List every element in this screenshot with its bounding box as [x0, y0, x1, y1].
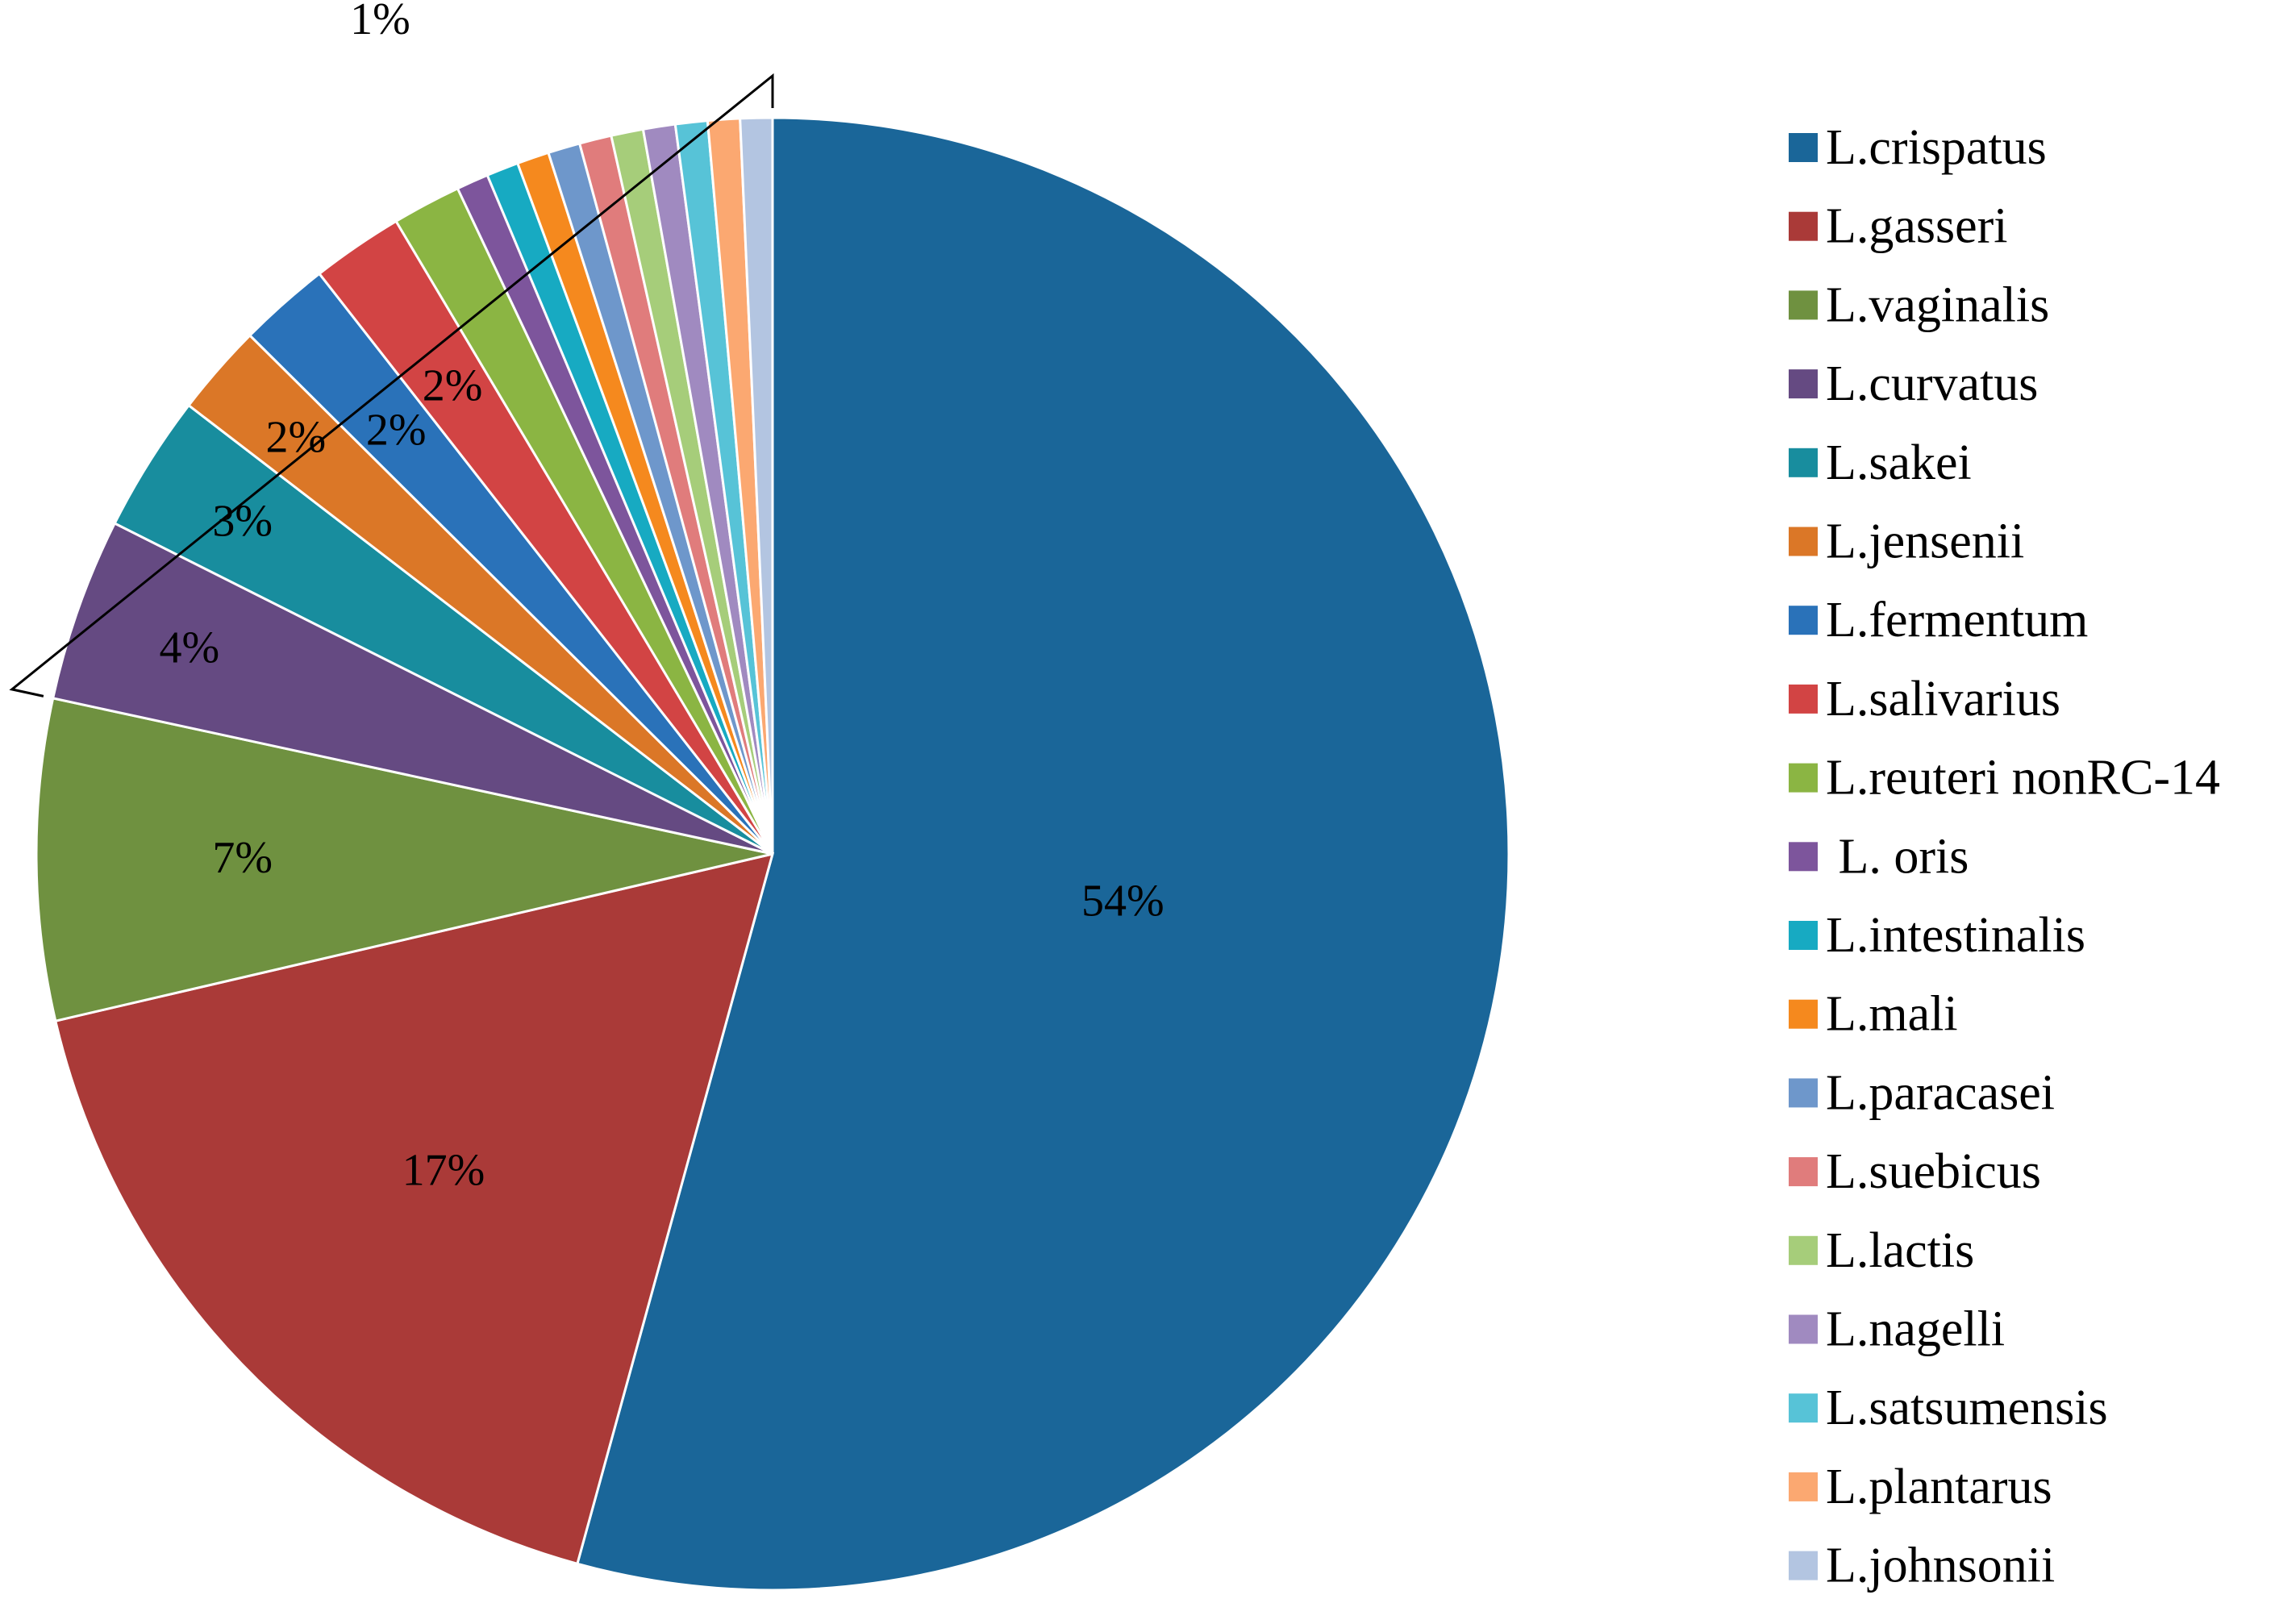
legend-item: L.plantarus [1789, 1460, 2052, 1514]
legend-item: L.paracasei [1789, 1065, 2055, 1120]
legend-swatch [1789, 921, 1818, 950]
legend-label: L.nagelli [1826, 1302, 2005, 1357]
legend-swatch [1789, 211, 1818, 241]
legend-label: L.johnsonii [1826, 1539, 2055, 1593]
legend-label: L.mali [1826, 987, 1958, 1042]
slice-label: 2% [423, 361, 483, 411]
legend-label: L.fermentum [1826, 593, 2088, 648]
legend-item: L.nagelli [1789, 1302, 2005, 1357]
legend-label: L.intestinalis [1826, 908, 2085, 963]
legend-swatch [1789, 999, 1818, 1029]
legend-item: L.jensenii [1789, 514, 2024, 569]
slice-label: 17% [402, 1145, 485, 1195]
pie-slice [51, 521, 773, 856]
slice-label: 7% [212, 833, 273, 883]
legend-swatch [1789, 1314, 1818, 1344]
bracket-line [9, 73, 774, 697]
slice-label: 4% [159, 623, 219, 673]
legend-swatch [1789, 290, 1818, 320]
legend-label: L.satsumensis [1826, 1380, 2108, 1435]
legend-label: L.reuteri nonRC-14 [1826, 751, 2220, 806]
legend-swatch [1789, 1235, 1818, 1265]
legend-label: L.plantarus [1826, 1460, 2052, 1514]
legend-label: L.curvatus [1826, 356, 2038, 411]
legend: L.crispatus L.gasseri L.vaginalis L.curvatu… [1789, 120, 2220, 1593]
pie-slice [35, 697, 773, 1022]
legend-item: L.gasseri [1789, 199, 2008, 254]
slice-label: 54% [1081, 877, 1164, 927]
slice-label: 2% [366, 405, 427, 455]
legend-swatch [1789, 448, 1818, 477]
legend-item: L.johnsonii [1789, 1539, 2055, 1593]
legend-swatch [1789, 1551, 1818, 1580]
legend-swatch [1789, 684, 1818, 714]
pie-slice [576, 116, 1510, 1592]
pie-slice [54, 852, 775, 1566]
legend-item: L.salivarius [1789, 672, 2060, 727]
legend-label: L.suebicus [1826, 1144, 2041, 1199]
legend-item: L.crispatus [1789, 120, 2047, 175]
legend-label: L.sakei [1826, 435, 1972, 490]
legend-item: L.sakei [1789, 435, 1972, 490]
legend-swatch [1789, 1472, 1818, 1501]
legend-swatch [1789, 1157, 1818, 1187]
pie-slice-labels: 54%17%7%4%3%2% 2%2% [159, 361, 1164, 1196]
legend-swatch [1789, 763, 1818, 793]
legend-swatch [1789, 1393, 1818, 1423]
legend-item: L.mali [1789, 987, 1958, 1042]
legend-item: L.satsumensis [1789, 1380, 2108, 1435]
legend-item: L.vaginalis [1789, 277, 2049, 332]
legend-label: L.gasseri [1826, 199, 2008, 254]
legend-swatch [1789, 606, 1818, 635]
legend-item: L.intestinalis [1789, 908, 2085, 963]
legend-item: L.fermentum [1789, 593, 2088, 648]
legend-item: L.suebicus [1789, 1144, 2041, 1199]
bracket-label: 1% [350, 0, 410, 44]
slice-label: 2% [265, 412, 326, 462]
legend-label: L.paracasei [1826, 1065, 2055, 1120]
legend-label: L.vaginalis [1826, 277, 2049, 332]
legend-label: L.jensenii [1826, 514, 2024, 569]
legend-label: L.salivarius [1826, 672, 2060, 727]
legend-label: L.crispatus [1826, 120, 2047, 175]
legend-swatch [1789, 842, 1818, 872]
legend-swatch [1789, 527, 1818, 556]
legend-item: L.lactis [1789, 1223, 1974, 1278]
legend-item: L.curvatus [1789, 356, 2038, 411]
legend-swatch [1789, 1078, 1818, 1108]
legend-label: L.lactis [1826, 1223, 1974, 1278]
pie-slice [739, 116, 774, 855]
pie-slices [35, 116, 1510, 1592]
legend-swatch [1789, 369, 1818, 399]
legend-item: L. oris [1789, 829, 1969, 884]
legend-swatch [1789, 133, 1818, 162]
small-slices-bracket: 1% [9, 0, 774, 697]
legend-label: L. oris [1826, 829, 1969, 884]
legend-item: L.reuteri nonRC-14 [1789, 751, 2220, 806]
